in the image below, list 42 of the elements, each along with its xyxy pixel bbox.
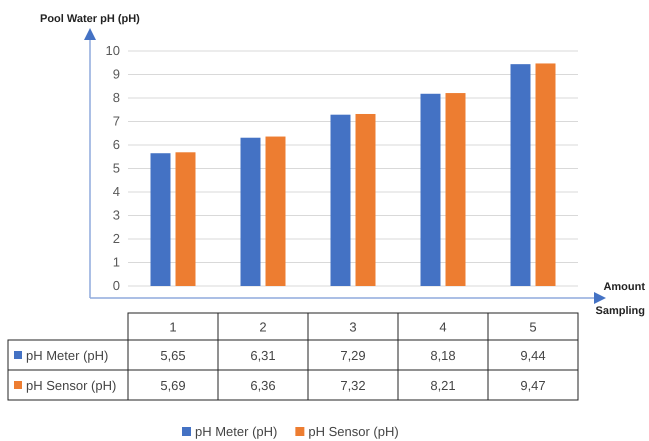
bar (176, 152, 196, 286)
y-tick-label: 10 (106, 43, 120, 58)
x-tick-label: 1 (169, 320, 177, 334)
y-tick-label: 2 (112, 231, 120, 246)
x-axis-title: Amount Sampling (595, 281, 646, 317)
data-label: 5,69 (160, 378, 186, 393)
y-axis-title: Pool Water pH (pH) (40, 13, 140, 25)
bar (266, 136, 286, 286)
y-tick-label: 0 (112, 278, 120, 294)
bar (510, 64, 530, 286)
data-label: 9,47 (520, 378, 546, 393)
bar (446, 93, 466, 286)
x-tick-label: 3 (349, 320, 357, 334)
data-label: 8,18 (430, 348, 456, 363)
x-tick-label: 2 (259, 320, 267, 334)
bar (356, 114, 376, 286)
text: pH Meter (pH) (195, 424, 278, 439)
y-tick-label: 1 (112, 254, 120, 270)
y-tick-label: 9 (112, 66, 120, 82)
y-tick-label: 8 (112, 90, 120, 106)
bar (150, 153, 170, 286)
data-label: 6,31 (250, 348, 276, 363)
data-label: 8,21 (430, 378, 456, 393)
text: pH Sensor (pH) (308, 424, 399, 439)
legend-label: pH Sensor (pH) (26, 378, 116, 393)
data-label: 5,65 (160, 348, 186, 363)
y-tick-label: 6 (112, 137, 120, 152)
bar (330, 114, 350, 286)
data-label: 6,36 (250, 378, 276, 393)
data-label: 7,32 (340, 378, 366, 393)
legend-label: pH Meter (pH) (26, 348, 108, 363)
bar (536, 63, 556, 286)
y-tick-label: 5 (112, 160, 120, 176)
y-tick-label: 7 (112, 114, 120, 129)
y-tick-label: 4 (112, 184, 120, 200)
x-tick-label: 4 (439, 320, 447, 334)
data-label: 7,29 (340, 348, 366, 363)
data-label: 9,44 (520, 348, 546, 363)
y-tick-label: 3 (112, 208, 120, 223)
bar (420, 94, 440, 286)
x-tick-label: 5 (529, 320, 537, 334)
bar (240, 138, 260, 286)
